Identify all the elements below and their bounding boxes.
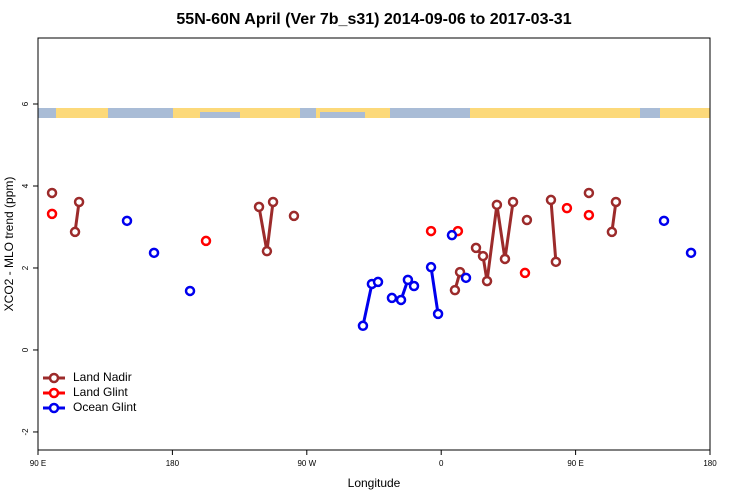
point	[583, 209, 595, 221]
map-water	[390, 108, 470, 118]
y-tick-label: 4	[21, 183, 30, 188]
map-water	[108, 108, 173, 118]
map-water	[300, 108, 316, 118]
point	[46, 187, 58, 199]
y-tick-label: 0	[21, 347, 30, 352]
map-water	[200, 112, 240, 118]
y-tick-label: 2	[21, 265, 30, 270]
point	[408, 280, 420, 292]
point	[425, 261, 437, 273]
x-tick-label: 180	[166, 459, 180, 468]
legend-marker	[48, 387, 60, 399]
point	[446, 229, 458, 241]
point	[386, 292, 398, 304]
point	[658, 215, 670, 227]
point	[261, 245, 273, 257]
point	[545, 194, 557, 206]
point	[460, 272, 472, 284]
point	[507, 196, 519, 208]
map-strip	[38, 108, 710, 118]
point	[521, 214, 533, 226]
series-line	[73, 199, 618, 291]
point	[200, 235, 212, 247]
point	[499, 253, 511, 265]
map-water	[320, 112, 365, 118]
map-land	[38, 108, 710, 118]
point	[253, 201, 265, 213]
y-tick-label: 6	[21, 101, 30, 106]
point	[685, 247, 697, 259]
plot-frame	[37, 37, 711, 451]
point	[121, 215, 133, 227]
point	[148, 247, 160, 259]
point	[481, 275, 493, 287]
point	[583, 187, 595, 199]
x-tick-label: 180	[703, 459, 717, 468]
map-water	[640, 108, 660, 118]
y-tick-label: -2	[21, 428, 30, 436]
point	[184, 285, 196, 297]
legend-label: Land Glint	[73, 385, 128, 399]
point	[432, 308, 444, 320]
point	[46, 208, 58, 220]
point	[425, 225, 437, 237]
legend-marker	[48, 402, 60, 414]
legend-label: Land Nadir	[73, 370, 132, 384]
legend-marker	[48, 372, 60, 384]
x-tick-label: 90 E	[567, 459, 583, 468]
point	[470, 242, 482, 254]
point	[449, 284, 461, 296]
point	[357, 320, 369, 332]
point	[519, 267, 531, 279]
point	[372, 276, 384, 288]
point	[491, 199, 503, 211]
chart-title: 55N-60N April (Ver 7b_s31) 2014-09-06 to…	[176, 11, 571, 28]
point	[288, 210, 300, 222]
point	[69, 226, 81, 238]
point	[395, 294, 407, 306]
legend-label: Ocean Glint	[73, 400, 137, 414]
point	[73, 196, 85, 208]
point	[267, 196, 279, 208]
y-axis-label: XCO2 - MLO trend (ppm)	[2, 177, 16, 312]
x-tick-label: 90 E	[30, 459, 46, 468]
x-axis-label: Longitude	[348, 476, 401, 490]
point	[561, 202, 573, 214]
x-tick-label: 0	[439, 459, 444, 468]
point	[454, 266, 466, 278]
point	[606, 226, 618, 238]
point	[402, 274, 414, 286]
point	[550, 256, 562, 268]
map-water	[38, 108, 56, 118]
point	[477, 250, 489, 262]
x-tick-label: 90 W	[297, 459, 316, 468]
point	[610, 196, 622, 208]
